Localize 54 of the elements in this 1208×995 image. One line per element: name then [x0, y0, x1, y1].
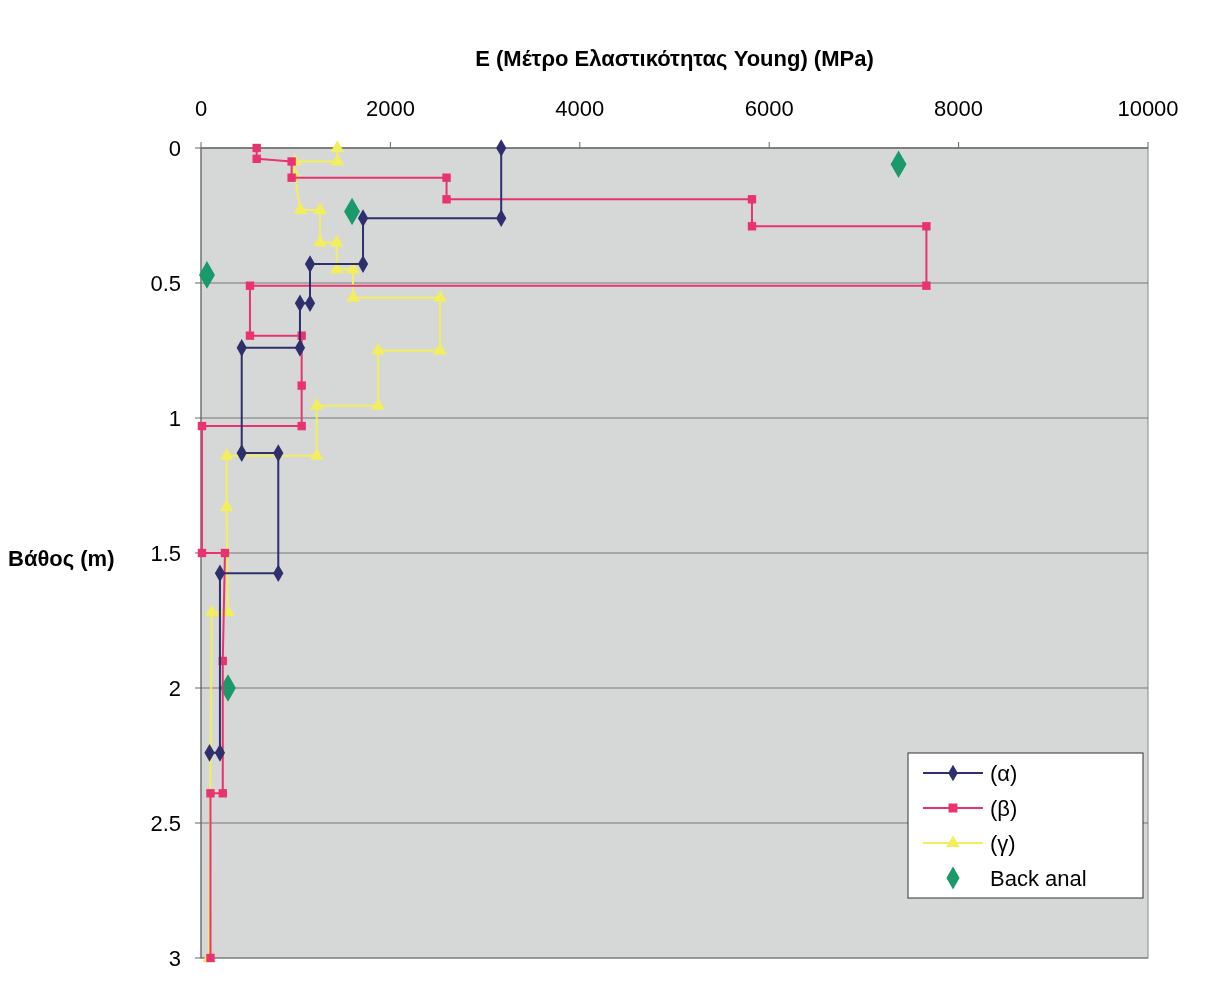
x-tick-label: 2000 — [365, 96, 415, 121]
x-tick-label: 10000 — [1117, 96, 1179, 121]
point — [252, 154, 261, 163]
point — [922, 222, 931, 231]
point — [442, 173, 451, 182]
y-tick-label: 3 — [168, 945, 181, 971]
x-tick-label: 0 — [194, 96, 208, 121]
point — [371, 342, 385, 355]
x-tick-label: 4000 — [555, 96, 605, 121]
point — [219, 499, 234, 512]
point — [433, 342, 447, 355]
y-tick-label: 0 — [168, 135, 181, 161]
x-tick-label: 6000 — [744, 96, 794, 121]
point — [206, 789, 215, 798]
x-tick-label: 8000 — [934, 96, 984, 121]
point — [442, 195, 451, 204]
legend-label: Back anal — [990, 865, 1087, 891]
x-axis-title: E (Μέτρο Ελαστικότητας Young) (MPa) — [475, 46, 874, 71]
point — [293, 202, 308, 215]
point — [287, 173, 296, 182]
legend-label: (γ) — [990, 830, 1016, 856]
point — [245, 331, 255, 340]
legend-label: (β) — [990, 795, 1018, 821]
y-tick-label: 1 — [168, 405, 181, 431]
point — [309, 398, 324, 410]
point — [330, 153, 345, 166]
point — [309, 447, 324, 460]
point — [220, 548, 230, 558]
y-axis-title: Βάθος (m) — [8, 545, 115, 571]
point — [245, 281, 255, 290]
point — [313, 234, 327, 247]
point — [297, 381, 306, 390]
y-tick-label: 2 — [168, 675, 181, 701]
point — [346, 290, 360, 302]
point — [747, 195, 757, 204]
point — [297, 421, 306, 431]
point — [922, 281, 931, 290]
point — [371, 398, 385, 410]
point — [197, 548, 207, 558]
y-tick-label: 2.5 — [150, 810, 181, 836]
point — [313, 202, 327, 215]
point — [204, 604, 219, 617]
point — [330, 140, 345, 152]
point — [219, 447, 234, 460]
point — [197, 421, 207, 431]
point — [206, 953, 215, 963]
y-tick-label: 1.5 — [150, 540, 181, 566]
point — [218, 789, 227, 798]
point — [747, 222, 757, 231]
point — [252, 143, 261, 153]
point — [433, 290, 447, 302]
point — [329, 234, 344, 247]
legend-label: (α) — [990, 760, 1018, 786]
y-tick-label: 0.5 — [150, 270, 181, 296]
